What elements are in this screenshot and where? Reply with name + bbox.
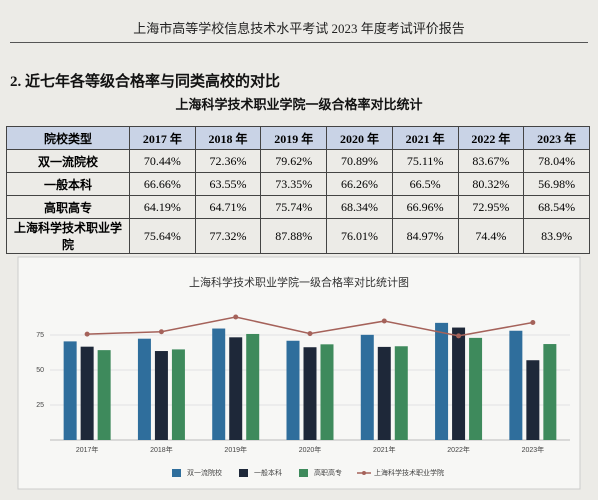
table-row: 双一流院校 70.44% 72.36% 79.62% 70.89% 75.11% 83.67… — [6, 149, 590, 173]
table-cell: 77.32% — [194, 218, 262, 254]
section-heading: 2. 近七年各等级合格率与同类高校的对比 — [10, 74, 281, 90]
y-tick-label: 75 — [36, 332, 44, 339]
y-tick-label: 50 — [36, 367, 44, 374]
x-tick-label: 2020年 — [299, 445, 322, 454]
table-cell: 双一流院校 — [6, 149, 130, 173]
table-cell: 70.89% — [326, 149, 393, 173]
bar — [435, 322, 449, 440]
bar — [137, 338, 151, 440]
x-tick-label: 2021年 — [373, 445, 396, 454]
bar — [360, 334, 374, 440]
table-cell: 66.66% — [129, 172, 196, 196]
table-cell: 64.19% — [129, 195, 196, 219]
table-cell: 一般本科 — [6, 172, 130, 196]
table-cell: 70.44% — [129, 149, 196, 173]
header-cell: 2019 年 — [260, 126, 328, 150]
chart: 上海科学技术职业学院一级合格率对比统计图 25 50 75 2017年 2018年 201… — [17, 256, 581, 490]
table-cell: 上海科学技术职业学院 — [6, 218, 130, 254]
chart-title: 上海科学技术职业学院一级合格率对比统计图 — [189, 275, 409, 289]
header-cell: 2022 年 — [457, 126, 525, 150]
table-cell: 72.36% — [194, 149, 262, 173]
table-row: 一般本科 66.66% 63.55% 73.35% 66.26% 66.5% 80.32% 5… — [6, 172, 590, 196]
table-cell: 83.9% — [523, 218, 590, 254]
bar — [212, 328, 226, 440]
table-row: 高职高专 64.19% 64.71% 75.74% 68.34% 66.96% 72.95%… — [6, 195, 590, 219]
header-cell: 2018 年 — [194, 126, 262, 150]
header-rule — [10, 42, 588, 43]
line-point — [381, 318, 387, 324]
bar — [80, 346, 94, 440]
legend-label: 一般本科 — [254, 468, 282, 477]
legend-swatch — [172, 469, 181, 477]
table-row: 上海科学技术职业学院 75.64% 77.32% 87.88% 76.01% 84.97%… — [6, 218, 590, 254]
page-header: 上海市高等学校信息技术水平考试 2023 年度考试评价报告 — [133, 21, 465, 36]
bar — [154, 351, 168, 440]
header-cell: 2023 年 — [523, 126, 590, 150]
table-cell: 87.88% — [260, 218, 328, 254]
table-header-row: 院校类型 2017 年 2018 年 2019 年 2020 年 2021 年 2022 年… — [6, 126, 590, 150]
table-cell: 74.4% — [457, 218, 525, 254]
bar — [377, 346, 391, 440]
legend-swatch — [239, 469, 248, 477]
table-cell: 64.71% — [194, 195, 262, 219]
bar — [303, 347, 317, 440]
legend-label: 上海科学技术职业学院 — [374, 468, 444, 477]
header-cell: 2021 年 — [391, 126, 459, 150]
table-cell: 高职高专 — [6, 195, 130, 219]
table-cell: 84.97% — [391, 218, 459, 254]
table-title: 上海科学技术职业学院一级合格率对比统计 — [175, 97, 423, 112]
table-cell: 73.35% — [260, 172, 328, 196]
x-tick-label: 2023年 — [522, 445, 545, 454]
table-cell: 76.01% — [326, 218, 393, 254]
bar — [171, 349, 185, 440]
legend-label: 高职高专 — [314, 468, 342, 477]
table-cell: 75.74% — [260, 195, 328, 219]
table-cell: 66.5% — [391, 172, 459, 196]
line-point — [158, 329, 164, 335]
table-cell: 78.04% — [523, 149, 590, 173]
table-cell: 66.26% — [326, 172, 393, 196]
table-cell: 75.64% — [129, 218, 196, 254]
line-point — [530, 320, 536, 326]
bar — [452, 327, 466, 440]
table-cell: 56.98% — [523, 172, 590, 196]
table-cell: 75.11% — [391, 149, 459, 173]
legend-swatch — [299, 469, 308, 477]
x-tick-label: 2019年 — [224, 445, 247, 454]
x-tick-label: 2018年 — [150, 445, 173, 454]
line-point — [307, 331, 313, 337]
bar — [97, 350, 111, 440]
line-point — [233, 314, 239, 320]
table-cell: 72.95% — [457, 195, 525, 219]
y-tick-label: 25 — [36, 402, 44, 409]
bar — [246, 333, 260, 440]
table-cell: 68.34% — [326, 195, 393, 219]
bar — [286, 340, 300, 440]
bar — [320, 344, 334, 440]
table-cell: 83.67% — [457, 149, 525, 173]
table-cell: 63.55% — [194, 172, 262, 196]
bar — [469, 337, 483, 440]
line-point — [456, 333, 462, 339]
table-cell: 66.96% — [391, 195, 459, 219]
x-tick-label: 2017年 — [76, 445, 99, 454]
legend-label: 双一流院校 — [187, 468, 222, 477]
line-point — [84, 331, 90, 337]
bar — [543, 344, 557, 440]
bar — [394, 346, 408, 440]
bar — [509, 330, 523, 440]
table-cell: 68.54% — [523, 195, 590, 219]
table-cell: 79.62% — [260, 149, 328, 173]
header-cell: 2020 年 — [326, 126, 393, 150]
table-cell: 80.32% — [457, 172, 525, 196]
header-cell: 院校类型 — [6, 126, 130, 150]
x-tick-label: 2022年 — [447, 445, 470, 454]
header-cell: 2017 年 — [129, 126, 196, 150]
bar — [229, 337, 243, 440]
legend-swatch — [362, 471, 366, 475]
table: 院校类型 2017 年 2018 年 2019 年 2020 年 2021 年 2022 年… — [6, 126, 590, 254]
bar — [63, 341, 77, 440]
bar — [526, 360, 540, 440]
